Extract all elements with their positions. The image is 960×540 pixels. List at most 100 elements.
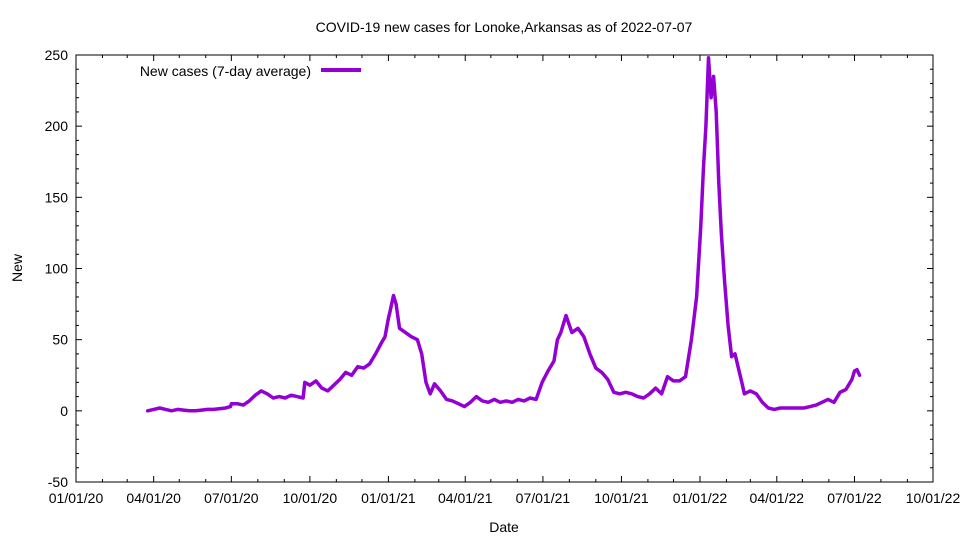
data-point [715, 111, 717, 113]
data-point [229, 405, 232, 408]
data-point [254, 394, 257, 397]
data-point [858, 374, 861, 377]
data-point [523, 400, 525, 402]
data-point [374, 353, 377, 355]
data-point [481, 400, 484, 402]
data-point [499, 401, 502, 404]
data-point [583, 336, 585, 338]
data-point [321, 387, 323, 389]
data-point [785, 407, 787, 409]
data-point [607, 378, 609, 381]
data-point [387, 317, 390, 320]
y-tick-label: 250 [45, 47, 69, 63]
chart-title: COVID-19 new cases for Lonoke,Arkansas a… [316, 19, 693, 35]
y-axis-ticks: -50 0 50 100 150 200 250 [45, 47, 933, 490]
data-point [420, 353, 423, 355]
data-point [535, 398, 537, 401]
data-point [416, 338, 419, 341]
data-point [395, 303, 397, 305]
data-point [803, 407, 805, 409]
data-point [618, 393, 621, 395]
data-point [761, 401, 764, 404]
data-point [856, 368, 858, 371]
plot-frame [75, 54, 934, 483]
data-point [589, 353, 591, 355]
x-tick-label: 04/01/21 [438, 490, 493, 506]
data-point [720, 232, 723, 234]
data-point [556, 338, 559, 341]
data-point [451, 400, 454, 402]
data-point [152, 408, 155, 411]
data-point [827, 398, 829, 401]
data-point [170, 410, 173, 412]
y-tick-label: 100 [45, 261, 69, 277]
data-point [705, 125, 707, 127]
data-point [560, 331, 562, 334]
data-point [690, 338, 693, 341]
data-point [797, 407, 799, 409]
y-axis-label: New [9, 253, 25, 282]
data-point [410, 336, 413, 338]
data-point [309, 384, 311, 387]
data-point [194, 410, 197, 412]
data-point [445, 398, 448, 401]
data-point [672, 380, 675, 382]
data-point [384, 336, 386, 338]
data-point [571, 331, 573, 334]
x-tick-label: 07/01/21 [516, 490, 571, 506]
data-point [158, 407, 161, 409]
data-point [272, 397, 275, 399]
data-point [636, 395, 639, 398]
x-axis-label: Date [489, 519, 519, 535]
data-point [707, 57, 710, 59]
data-point [296, 395, 298, 398]
data-point [541, 381, 543, 384]
x-tick-label: 07/01/20 [204, 490, 259, 506]
data-point [278, 395, 281, 398]
data-point [710, 96, 712, 99]
data-point [779, 407, 781, 409]
data-point [743, 393, 746, 395]
data-point [712, 75, 715, 78]
data-point [613, 391, 615, 394]
data-point [845, 388, 847, 391]
y-tick-label: 150 [45, 189, 69, 205]
legend: New cases (7-day average) [140, 63, 361, 79]
y-tick-label: 50 [52, 332, 68, 348]
data-point [601, 371, 603, 374]
y-tick-label: 200 [45, 118, 69, 134]
data-point [339, 378, 341, 381]
data-point [767, 407, 770, 409]
data-point [212, 408, 215, 411]
data-point [624, 391, 627, 394]
data-point [327, 390, 329, 392]
data-point [164, 408, 167, 411]
data-point [553, 360, 555, 362]
data-point [260, 390, 263, 392]
data-point [577, 327, 579, 330]
data-point [242, 404, 245, 406]
data-point [302, 397, 304, 399]
x-tick-label: 04/01/22 [750, 490, 805, 506]
data-point [737, 367, 740, 369]
data-point [642, 397, 645, 399]
data-point [439, 390, 442, 392]
series-line [145, 56, 862, 413]
data-point [315, 380, 317, 382]
data-point [718, 182, 720, 184]
x-tick-label: 07/01/22 [827, 490, 882, 506]
data-point [851, 378, 853, 381]
data-point [529, 397, 531, 399]
data-point [290, 394, 292, 397]
data-point [350, 374, 353, 377]
data-point [429, 393, 432, 395]
plot-border [75, 54, 934, 483]
data-point [833, 401, 835, 404]
data-point [853, 370, 856, 372]
data-point [684, 375, 687, 378]
x-tick-label: 10/01/20 [283, 490, 338, 506]
data-point [304, 381, 306, 384]
x-axis-ticks: 01/01/20 04/01/20 07/01/20 10/01/20 01/01/21… [49, 55, 960, 506]
data-point [389, 310, 391, 313]
